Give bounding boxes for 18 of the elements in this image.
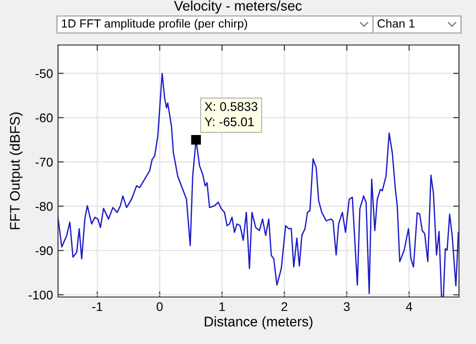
- text: 1D FFT amplitude profile (per chirp): [62, 19, 248, 30]
- y-tick-label: -70: [36, 158, 53, 167]
- y-tick-label: -50: [36, 69, 53, 78]
- x-tick-label: -1: [92, 302, 102, 311]
- annotation: X: 0.5833 Y: -65.01: [204, 102, 258, 126]
- x-tick-label: 1: [219, 302, 225, 311]
- y-tick-label: -100: [28, 290, 53, 300]
- y-tick-label: -90: [36, 246, 53, 256]
- x-axis-title: Distance (meters): [204, 316, 312, 330]
- y-axis-title: FFT Output (dBFS): [10, 112, 23, 230]
- y-tick-label: -80: [36, 202, 53, 211]
- x-tick-label: 2: [282, 302, 288, 311]
- x-tick-label: 3: [344, 302, 350, 312]
- x-tick-label: 0: [156, 302, 163, 312]
- text: Chan 1: [378, 19, 414, 28]
- y-tick-label: -60: [36, 113, 53, 122]
- chart-title: Velocity - meters/sec: [174, 0, 302, 14]
- x-tick-label: 4: [406, 302, 412, 311]
